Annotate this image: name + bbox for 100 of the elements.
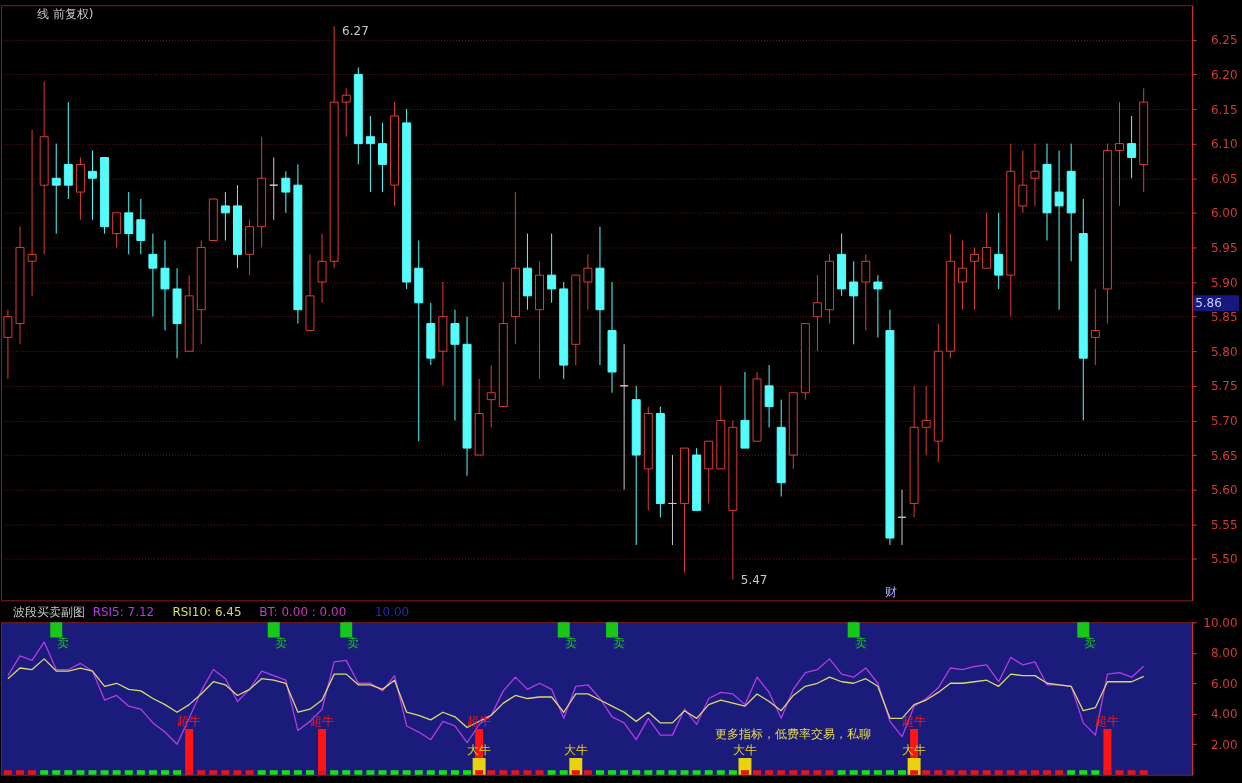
chart-title: 波段买卖副图	[12, 605, 85, 620]
candlestick	[486, 364, 496, 428]
bar	[837, 770, 846, 775]
candlestick	[450, 309, 460, 421]
bar	[402, 770, 411, 775]
candlestick	[861, 253, 871, 331]
bar	[523, 770, 532, 775]
candlestick	[994, 212, 1004, 290]
bar	[680, 770, 689, 775]
bar	[330, 770, 339, 775]
bar	[608, 770, 617, 775]
bar	[293, 770, 302, 775]
y-tick-label: 5.50	[1210, 552, 1238, 567]
data-label: 超牛	[177, 714, 202, 729]
bar	[656, 770, 665, 775]
bar	[1018, 770, 1027, 775]
bar	[934, 770, 943, 775]
bar	[112, 770, 121, 775]
y-tick-label: 5.75	[1210, 379, 1238, 394]
y-tick-label: 5.60	[1210, 483, 1238, 498]
bar	[487, 770, 496, 775]
bar	[52, 770, 61, 775]
candlestick	[1090, 288, 1100, 366]
bar	[898, 770, 907, 775]
bar	[354, 770, 363, 775]
bar	[450, 770, 459, 775]
y-tick-label: 5.55	[1210, 517, 1238, 532]
bar	[789, 770, 798, 775]
bar	[342, 770, 351, 775]
data-label: 超牛	[310, 714, 335, 729]
bar	[148, 770, 157, 775]
candlestick	[63, 101, 73, 200]
bar	[221, 770, 230, 775]
candlestick	[124, 191, 134, 255]
bar	[1077, 622, 1090, 638]
bar	[366, 770, 375, 775]
candlestick	[365, 115, 375, 193]
line-series	[7, 658, 1145, 729]
bar	[825, 770, 834, 775]
bar	[1091, 770, 1100, 775]
annotation: 财	[885, 585, 898, 600]
bar	[753, 770, 762, 775]
bar	[475, 770, 484, 775]
bar	[970, 770, 979, 775]
bar	[390, 770, 399, 775]
bar	[946, 770, 955, 775]
y-tick-label: 6.25	[1210, 33, 1238, 48]
bar	[728, 770, 737, 775]
y-tick-label: 2.00	[1210, 737, 1238, 752]
candlestick	[1018, 150, 1028, 214]
bar	[571, 770, 580, 775]
bar	[847, 622, 860, 638]
y-tick-label: 6.00	[1210, 676, 1238, 691]
y-tick-label: 6.15	[1210, 102, 1238, 117]
text: 5.86	[1195, 296, 1222, 311]
annotation: 6.27	[342, 23, 369, 38]
bar	[76, 770, 85, 775]
data-label: 卖	[613, 636, 626, 651]
y-tick-label: 6.05	[1210, 171, 1238, 186]
data-label: 大牛	[732, 743, 757, 758]
bar	[1079, 770, 1088, 775]
bar	[994, 770, 1003, 775]
bar	[136, 770, 145, 775]
candlestick	[921, 385, 931, 456]
bar	[982, 770, 991, 775]
candlestick	[341, 87, 351, 138]
candlestick	[281, 170, 291, 214]
y-tick-label: 6.20	[1210, 67, 1238, 82]
candlestick	[51, 143, 61, 235]
chart-title: 线 前复权)	[36, 7, 94, 22]
data-label: 卖	[564, 636, 577, 651]
bar	[197, 770, 206, 775]
bar	[267, 622, 280, 638]
bar	[620, 770, 629, 775]
bar	[849, 770, 858, 775]
bar	[801, 770, 810, 775]
bar	[535, 770, 544, 775]
annotation: 5.47	[740, 572, 768, 587]
annotation: 更多指标，低费率交易，私聊	[714, 726, 871, 741]
bar	[557, 622, 570, 638]
candlestick	[970, 246, 980, 311]
candlestick	[1054, 150, 1064, 311]
candlestick	[1115, 101, 1124, 207]
bar	[692, 770, 701, 775]
bar	[861, 770, 870, 775]
candlestick	[88, 150, 97, 221]
bar	[958, 770, 967, 775]
bar	[463, 770, 472, 775]
bar	[414, 770, 423, 775]
bar	[873, 770, 882, 775]
bar	[595, 770, 604, 775]
bar	[64, 770, 73, 775]
candlestick	[112, 212, 122, 248]
candlestick	[873, 274, 883, 338]
bar	[161, 770, 169, 775]
y-tick-label: 5.95	[1210, 240, 1238, 255]
bar	[547, 770, 556, 775]
bar	[922, 770, 931, 775]
bar	[378, 770, 387, 775]
text: 10.00	[374, 605, 410, 620]
